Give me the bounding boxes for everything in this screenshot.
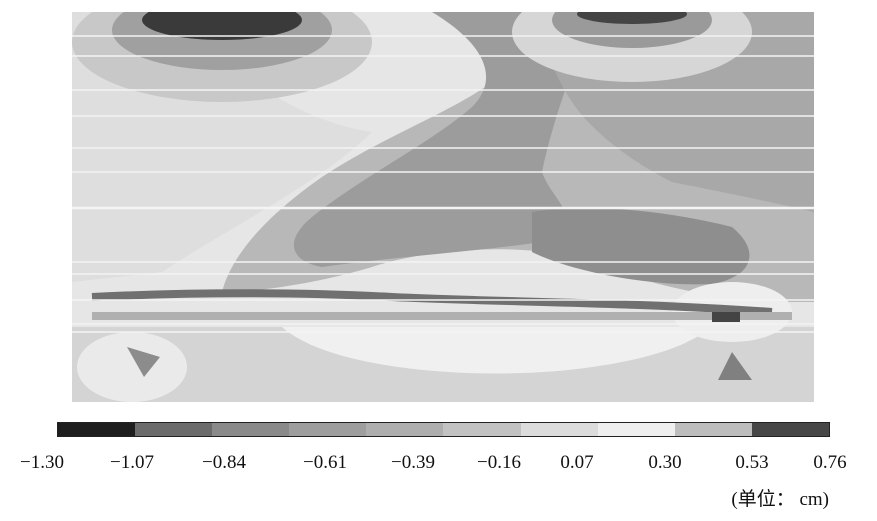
structure-band (92, 312, 792, 320)
colorbar-band-7 (520, 423, 598, 436)
contour-region (577, 12, 687, 24)
contour-region (91, 289, 773, 316)
colorbar-tick-label: 0.07 (560, 452, 594, 473)
colorbar-tick-label: −1.30 (20, 452, 64, 473)
colorbar-band-2 (135, 423, 213, 436)
contour-plot (72, 12, 814, 402)
structure-band (712, 312, 740, 322)
contour-region (142, 12, 302, 40)
strata-lines (72, 35, 814, 333)
colorbar-tick-label: −0.61 (303, 452, 347, 473)
colorbar-tick-label: −0.16 (477, 452, 521, 473)
colorbar-band-6 (443, 423, 521, 436)
contour-map (72, 12, 814, 402)
colorbar-tick-label: −1.07 (110, 452, 154, 473)
contour-region (293, 12, 592, 267)
contour-region (552, 12, 712, 48)
contour-region (127, 347, 160, 377)
contour-region (532, 207, 750, 285)
colorbar-band-3 (212, 423, 290, 436)
colorbar-band-5 (366, 423, 444, 436)
colorbar-tick-label: 0.53 (735, 452, 769, 473)
colorbar-band-8 (597, 423, 675, 436)
unit-label: (单位： cm) (731, 489, 829, 510)
contour-region (718, 352, 752, 380)
colorbar-tick-labels: −1.30 −1.07 −0.84 −0.61 −0.39 −0.16 0.07 0.30 0.… (0, 452, 877, 478)
contour-region (282, 327, 712, 374)
colorbar-tick-label: −0.39 (391, 452, 435, 473)
colorbar (57, 422, 830, 437)
colorbar-band-9 (674, 423, 752, 436)
colorbar-tick-label: 0.30 (648, 452, 682, 473)
colorbar-band-10 (751, 423, 829, 436)
colorbar-band-4 (289, 423, 367, 436)
colorbar-tick-label: −0.84 (202, 452, 246, 473)
contour-region (77, 332, 187, 402)
colorbar-tick-label: 0.76 (813, 452, 847, 473)
colorbar-band-1 (58, 423, 136, 436)
